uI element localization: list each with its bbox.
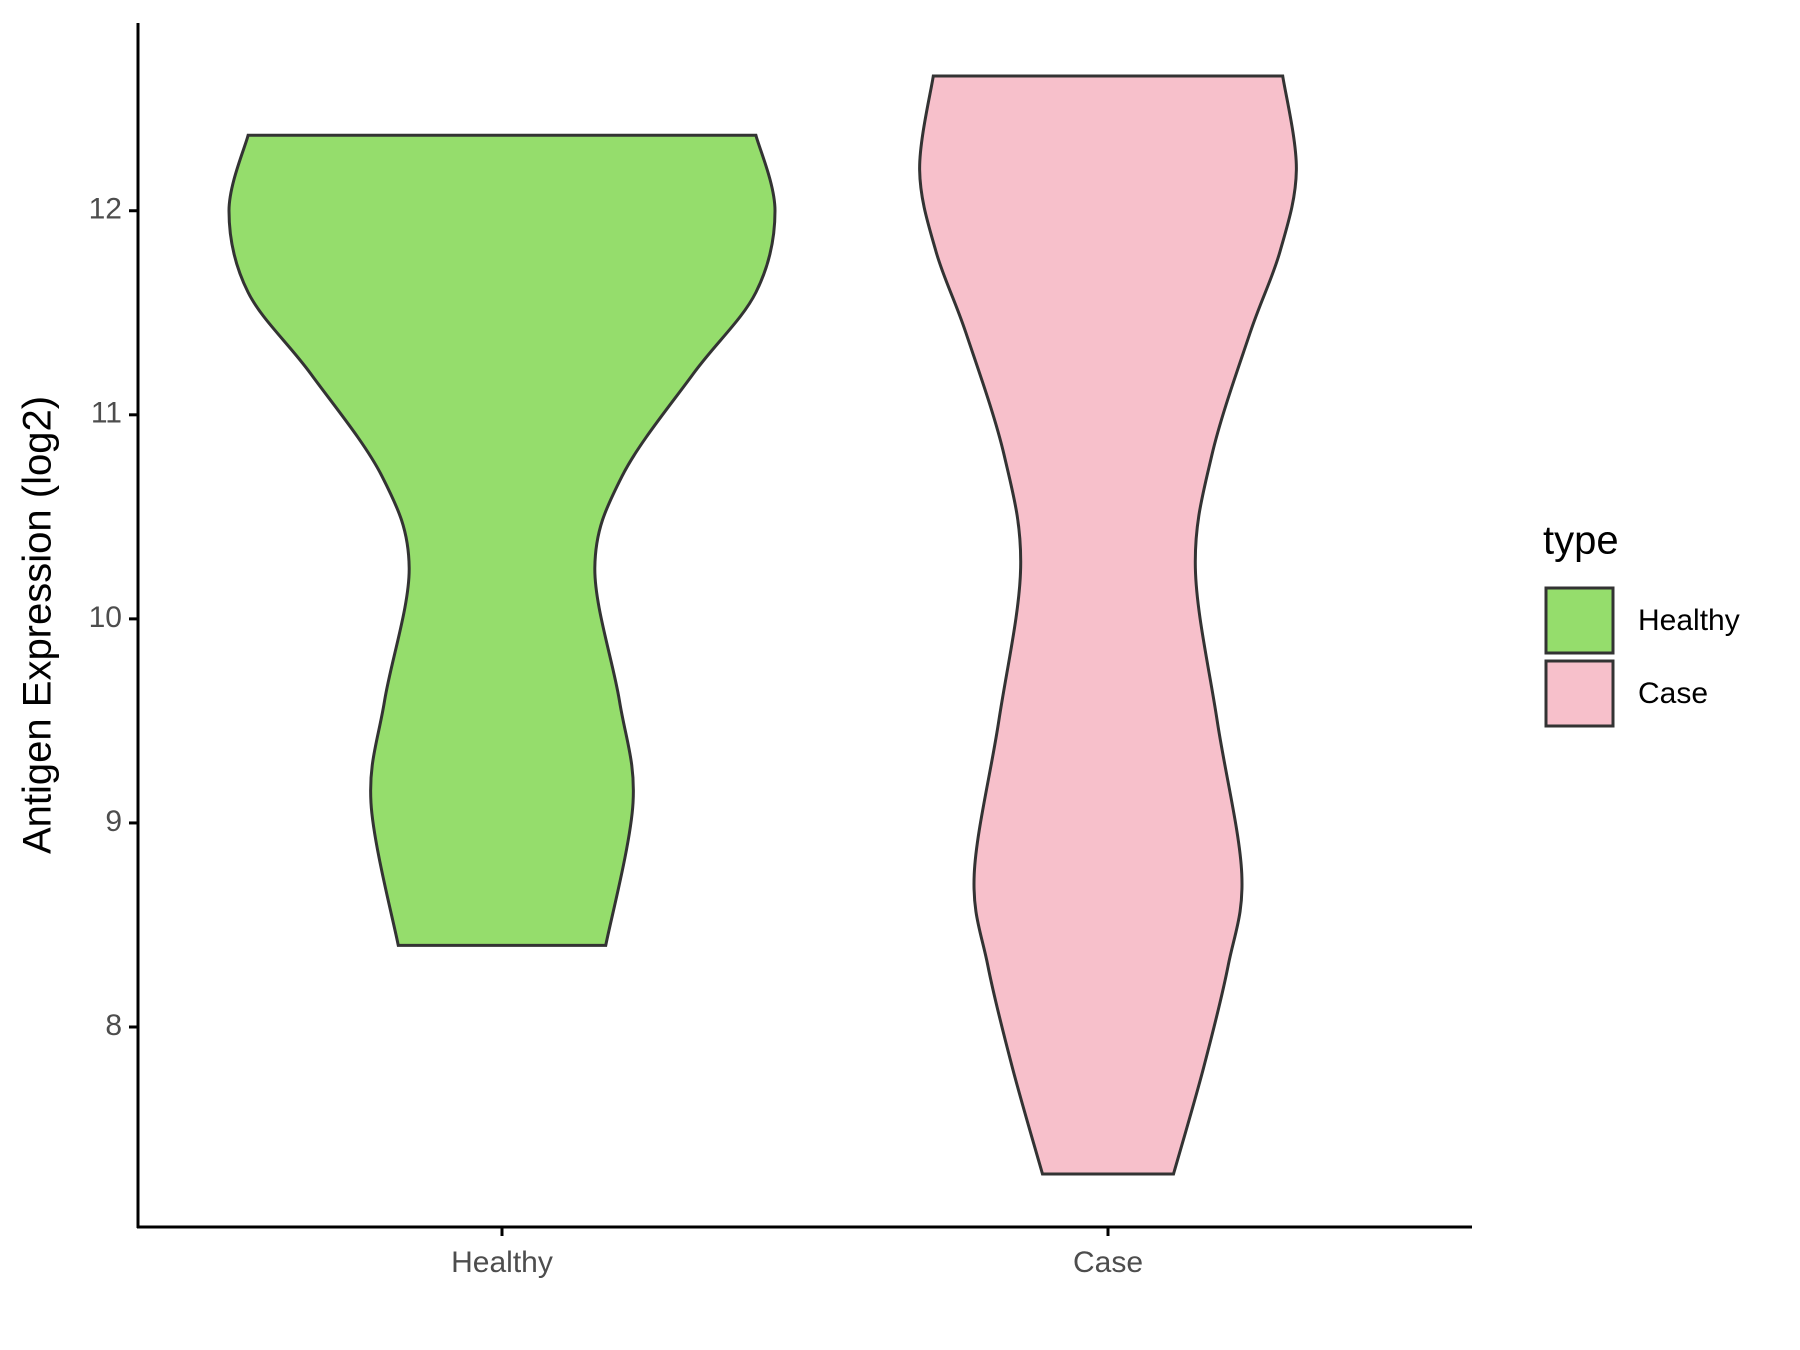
legend-key (1544, 659, 1615, 728)
y-tick-label: 10 (89, 601, 122, 634)
y-tick-label: 11 (91, 397, 122, 430)
legend-label: Case (1638, 677, 1708, 710)
legend-title: type (1543, 519, 1619, 563)
violin (227, 133, 777, 947)
y-axis-title: Antigen Expression (log2) (16, 396, 60, 854)
legend-key (1544, 586, 1615, 655)
y-tick-label: 9 (105, 805, 122, 838)
y-tick-label: 12 (89, 193, 122, 226)
x-tick-label: Healthy (451, 1246, 553, 1279)
violin (918, 74, 1298, 1176)
legend-label: Healthy (1638, 604, 1740, 637)
y-tick-label: 8 (105, 1009, 122, 1042)
x-tick-label: Case (1073, 1246, 1143, 1279)
